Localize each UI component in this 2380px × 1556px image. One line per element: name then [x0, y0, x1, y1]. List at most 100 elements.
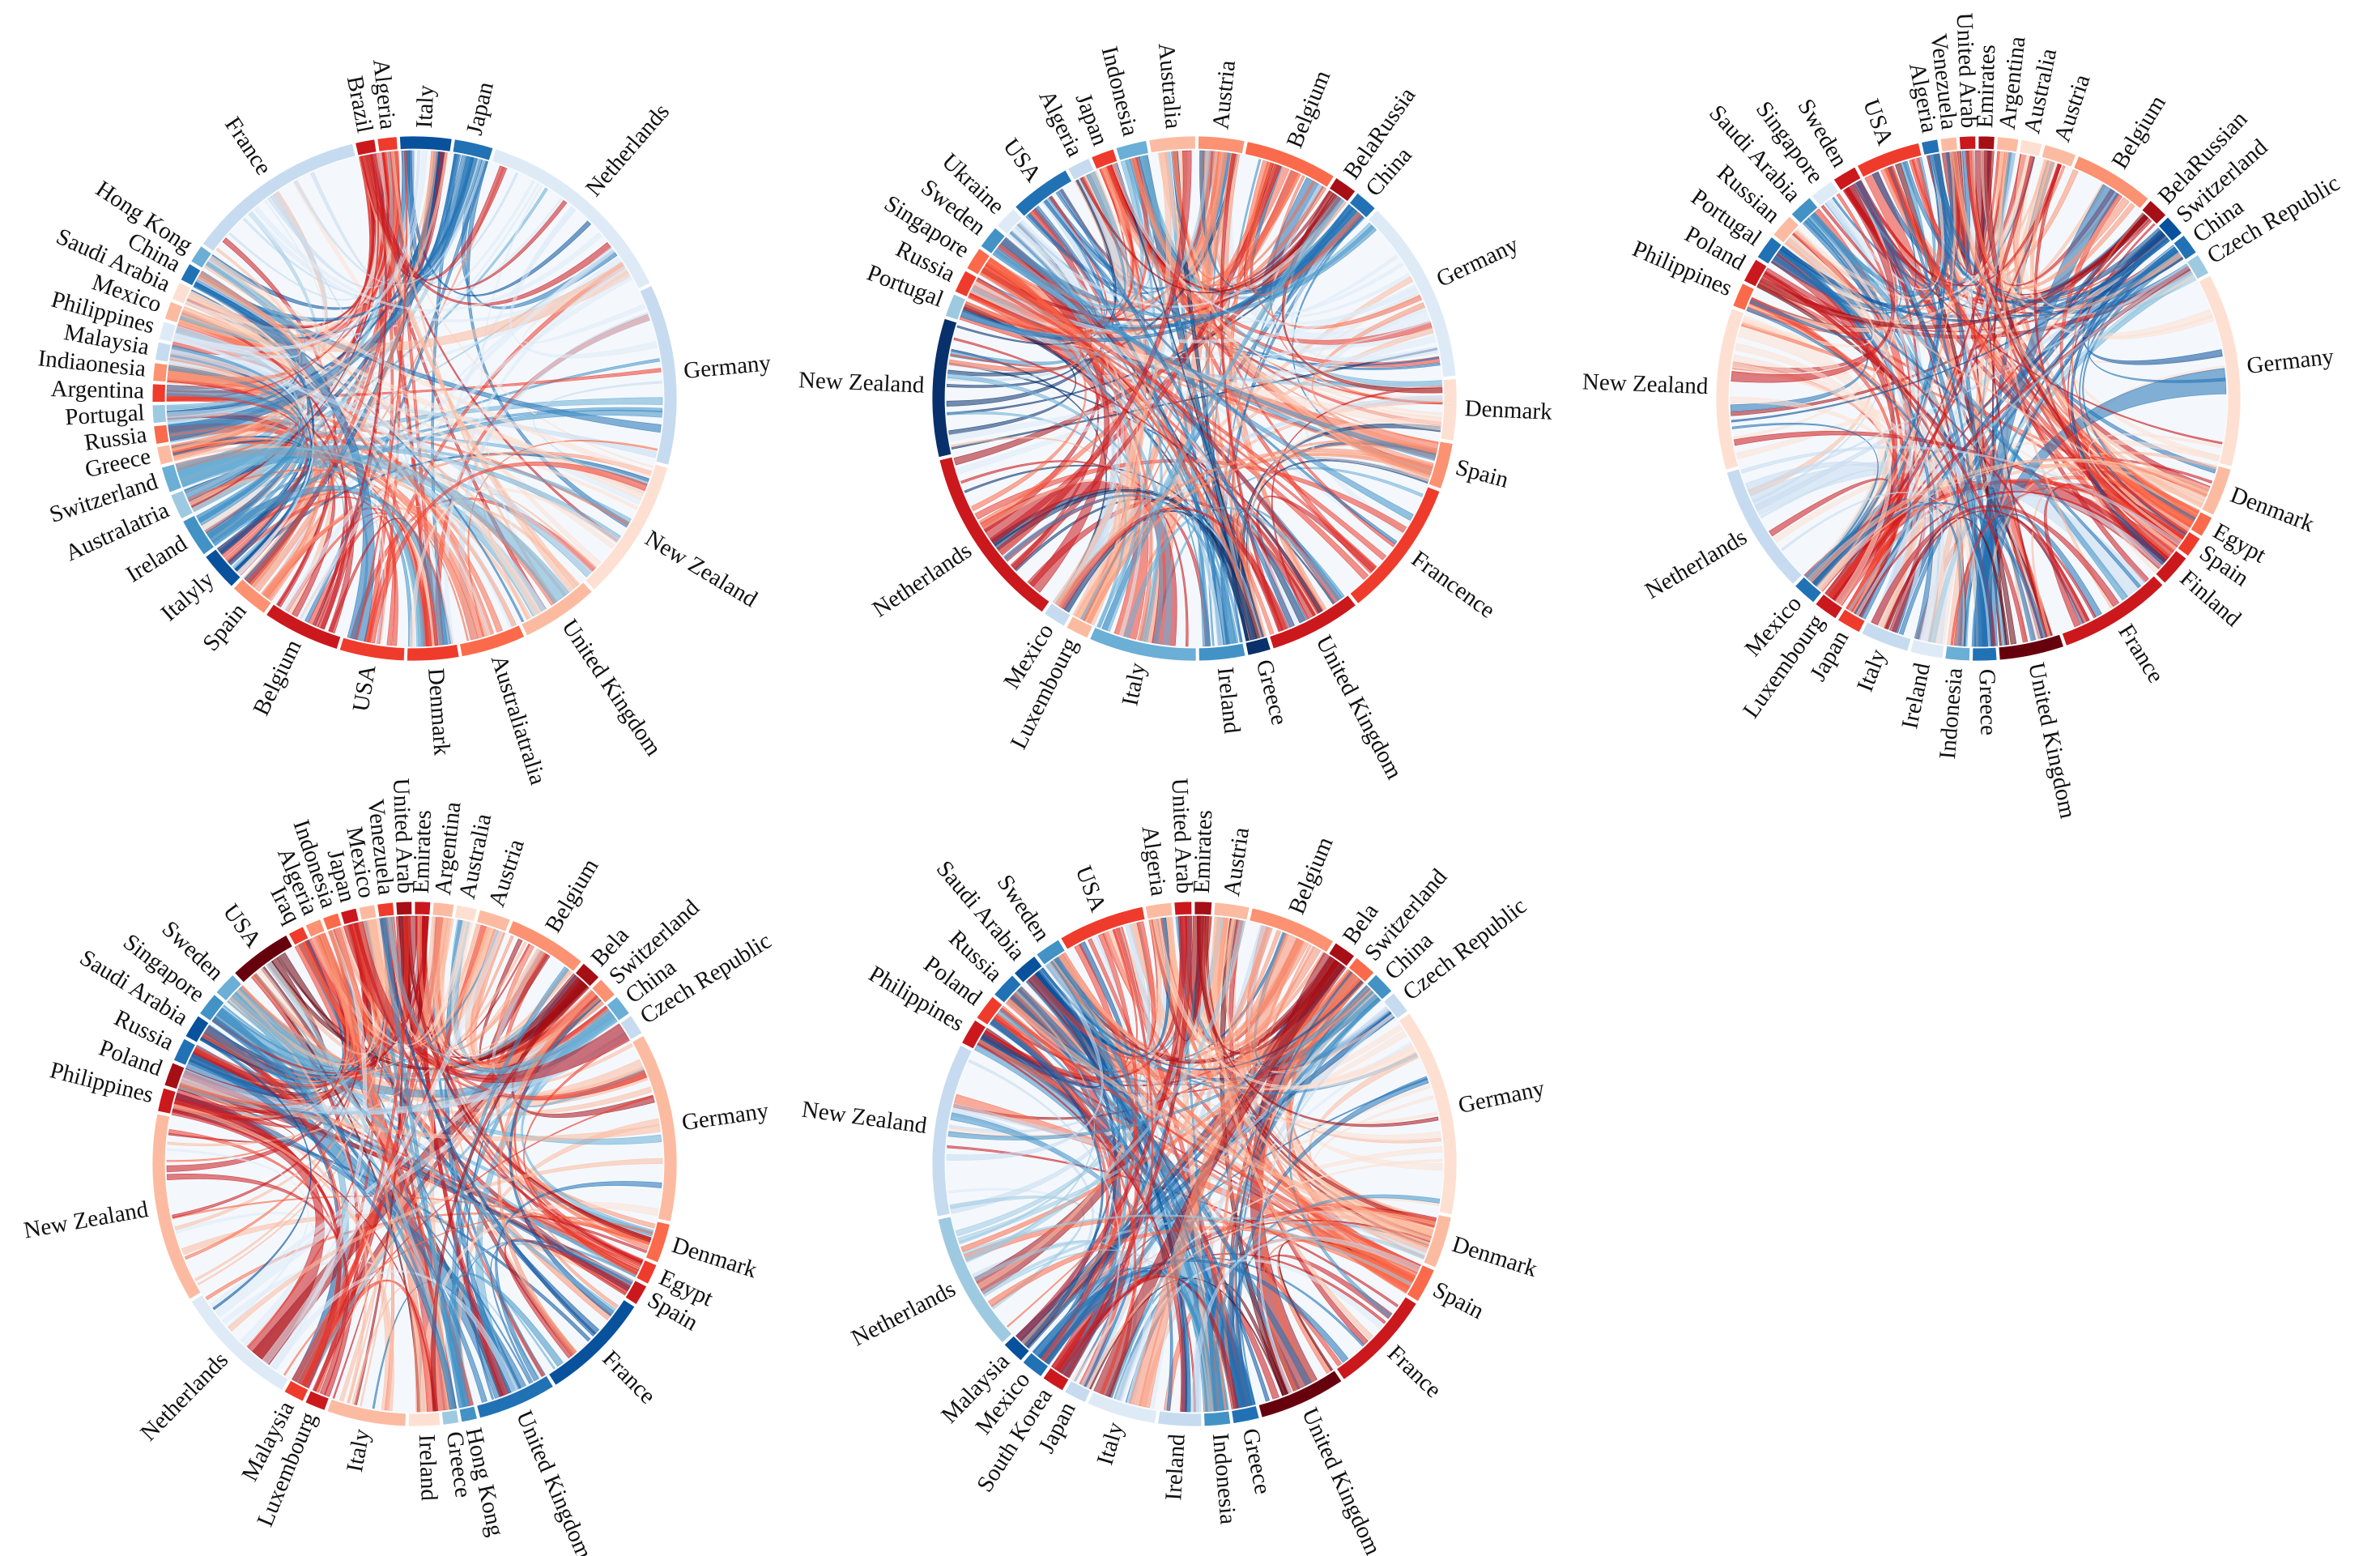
sector-arc-australatria — [170, 489, 194, 520]
sector-arc-malaysia — [283, 1379, 309, 1402]
sector-arc-saudi-arabia — [1790, 197, 1819, 224]
chord — [380, 917, 597, 1336]
sector-arc-algeria — [1067, 157, 1095, 181]
chord — [1311, 302, 1438, 454]
sector-arc-francence — [1349, 486, 1441, 604]
chord — [251, 934, 356, 1062]
chord — [1032, 1259, 1349, 1363]
sector-arc-spain — [1428, 441, 1454, 490]
chord — [1291, 992, 1407, 1091]
sector-arc-bela — [574, 962, 600, 987]
sector-label-netherlands: Netherlands — [868, 538, 977, 623]
sector-arc-japan — [340, 907, 360, 926]
sector-label-ireland: Ireland — [1160, 1433, 1190, 1501]
sector-label-netherlands: Netherlands — [581, 99, 675, 202]
chord — [1761, 272, 2029, 643]
sector-label-italyly: Italyly — [156, 566, 219, 626]
sector-arc-indonesia — [1203, 1410, 1232, 1427]
sector-arc-greece — [441, 1409, 460, 1426]
chord — [1781, 492, 1991, 647]
chord — [973, 915, 1212, 1295]
sector-arc-indonesia — [1115, 140, 1149, 161]
sector-label-ireland: Ireland — [1212, 666, 1245, 735]
sector-arc-netherlands — [937, 1216, 1013, 1344]
chord — [1952, 151, 2208, 497]
sector-arc-australiatralia — [459, 625, 526, 658]
sector-arc-japan — [452, 139, 494, 161]
sector-arc-france — [202, 143, 356, 252]
sector-arc-portugal — [151, 404, 167, 424]
sector-arc-bela — [1328, 942, 1356, 967]
sector-arc-brazil — [355, 139, 377, 156]
sector-arc-ireland — [1198, 642, 1246, 662]
chord-diagram-5: Emirates Austria BelgiumBelaSwitzerlandChi… — [800, 778, 1548, 1556]
chord — [1007, 970, 1351, 1328]
sector-arc-japan — [1837, 608, 1866, 633]
sector-arc-philippines — [1732, 283, 1755, 311]
chord — [497, 990, 597, 1356]
sector-arc-belgium — [1249, 907, 1335, 953]
sector-arc-russia — [153, 424, 170, 445]
sector-arc-usa — [1060, 906, 1146, 950]
chord — [1857, 491, 2166, 616]
sector-arc-greece — [1231, 1405, 1260, 1424]
chord — [1112, 163, 1418, 325]
sector-label-germany: Germany — [1433, 232, 1523, 292]
sector-arc-new-zealand — [931, 1044, 973, 1217]
sector-arc-philippines — [157, 1087, 177, 1115]
chord — [1086, 1209, 1436, 1389]
sector-arc-italy — [1089, 626, 1197, 662]
sector-arc-new-zealand — [585, 463, 669, 590]
sector-arc-netherlands — [939, 456, 1050, 613]
chord — [1735, 343, 1892, 606]
sector-arc-ireland — [1157, 1410, 1203, 1427]
sector-label-united-kingdom: United Kingdom — [1296, 1404, 1386, 1556]
sector-arc-mexico — [1043, 602, 1071, 627]
chord — [1271, 385, 1443, 620]
sector-arc-usa — [1015, 169, 1073, 217]
sector-arc-belgium — [2073, 156, 2149, 210]
sector-arc-italyly — [205, 548, 241, 587]
chord — [206, 485, 452, 646]
sector-label-belgium: Belgium — [2107, 91, 2172, 173]
sector-label-austria: Austria — [1207, 59, 1241, 130]
sector-arc-singapore — [1811, 181, 1840, 207]
sector-arc-china — [180, 262, 202, 287]
sector-label-netherlands: Netherlands — [1641, 524, 1752, 604]
chord — [946, 961, 1104, 1161]
sector-arc-luxembourg — [1815, 593, 1843, 620]
sector-label-algeria: Algeria — [1136, 825, 1172, 898]
chord — [1884, 509, 2097, 629]
sector-arc-greece — [156, 444, 174, 466]
sector-arc-belgium — [507, 920, 582, 972]
sector-label-new-zealand: New Zealand — [1582, 369, 1709, 399]
sector-label-belgium: Belgium — [248, 635, 307, 719]
sector-label-indonesia: Indonesia — [1935, 667, 1968, 760]
chord — [167, 377, 349, 630]
sector-arc-mexico — [1794, 576, 1822, 603]
sector-arc-belgium — [266, 603, 342, 650]
sector-label-italy: Italy — [1092, 1419, 1129, 1468]
chord — [514, 995, 638, 1276]
sector-arc-argentina — [151, 383, 166, 403]
sector-arc-usa — [234, 934, 293, 983]
chord — [385, 916, 615, 1072]
chord-diagram-2: Australia Austria Belgium BelaRussiaChinaGe… — [798, 42, 1552, 784]
sector-arc-czech-republic — [619, 1015, 643, 1041]
sector-arc-algeria — [1144, 902, 1173, 919]
chord — [299, 275, 632, 621]
chord — [2087, 246, 2226, 383]
chord — [1005, 999, 1434, 1237]
chord — [242, 172, 519, 300]
chord — [371, 919, 572, 1057]
sector-arc-venezuela — [1939, 136, 1958, 152]
sector-arc-netherlands — [491, 148, 651, 290]
chord — [953, 337, 1320, 615]
sector-arc-switzerland — [2157, 216, 2183, 242]
sector-label-germany: Germany — [1456, 1076, 1548, 1119]
sector-arc-algeria — [304, 919, 326, 938]
chord — [1191, 1236, 1421, 1413]
chord — [952, 1102, 1428, 1255]
sector-arc-emirates — [414, 901, 432, 915]
sector-arc-switzerland — [591, 978, 616, 1004]
